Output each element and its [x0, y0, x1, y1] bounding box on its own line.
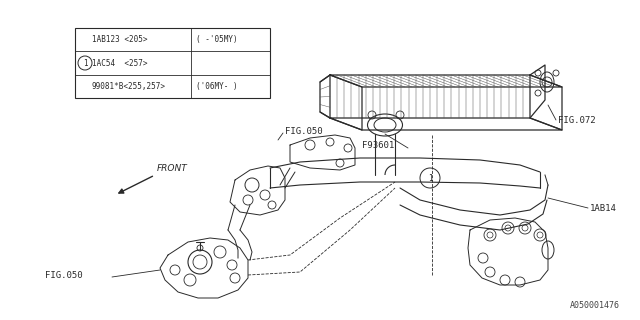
- Text: FIG.072: FIG.072: [558, 116, 596, 124]
- Bar: [75, 28, 270, 98]
- Text: FIG.050: FIG.050: [285, 126, 323, 135]
- Text: ('06MY- ): ('06MY- ): [196, 82, 237, 91]
- Text: 1: 1: [428, 173, 432, 182]
- Text: 1AB123 <205>: 1AB123 <205>: [92, 35, 147, 44]
- Text: F93601: F93601: [362, 140, 394, 149]
- Text: 1AB14: 1AB14: [590, 204, 617, 212]
- Text: ( -'05MY): ( -'05MY): [196, 35, 237, 44]
- Text: FIG.050: FIG.050: [45, 270, 83, 279]
- Text: 99081*B<255,257>: 99081*B<255,257>: [92, 82, 166, 91]
- Text: A050001476: A050001476: [570, 301, 620, 310]
- Text: 1: 1: [83, 59, 87, 68]
- Text: 1AC54  <257>: 1AC54 <257>: [92, 59, 147, 68]
- Text: FRONT: FRONT: [157, 164, 188, 173]
